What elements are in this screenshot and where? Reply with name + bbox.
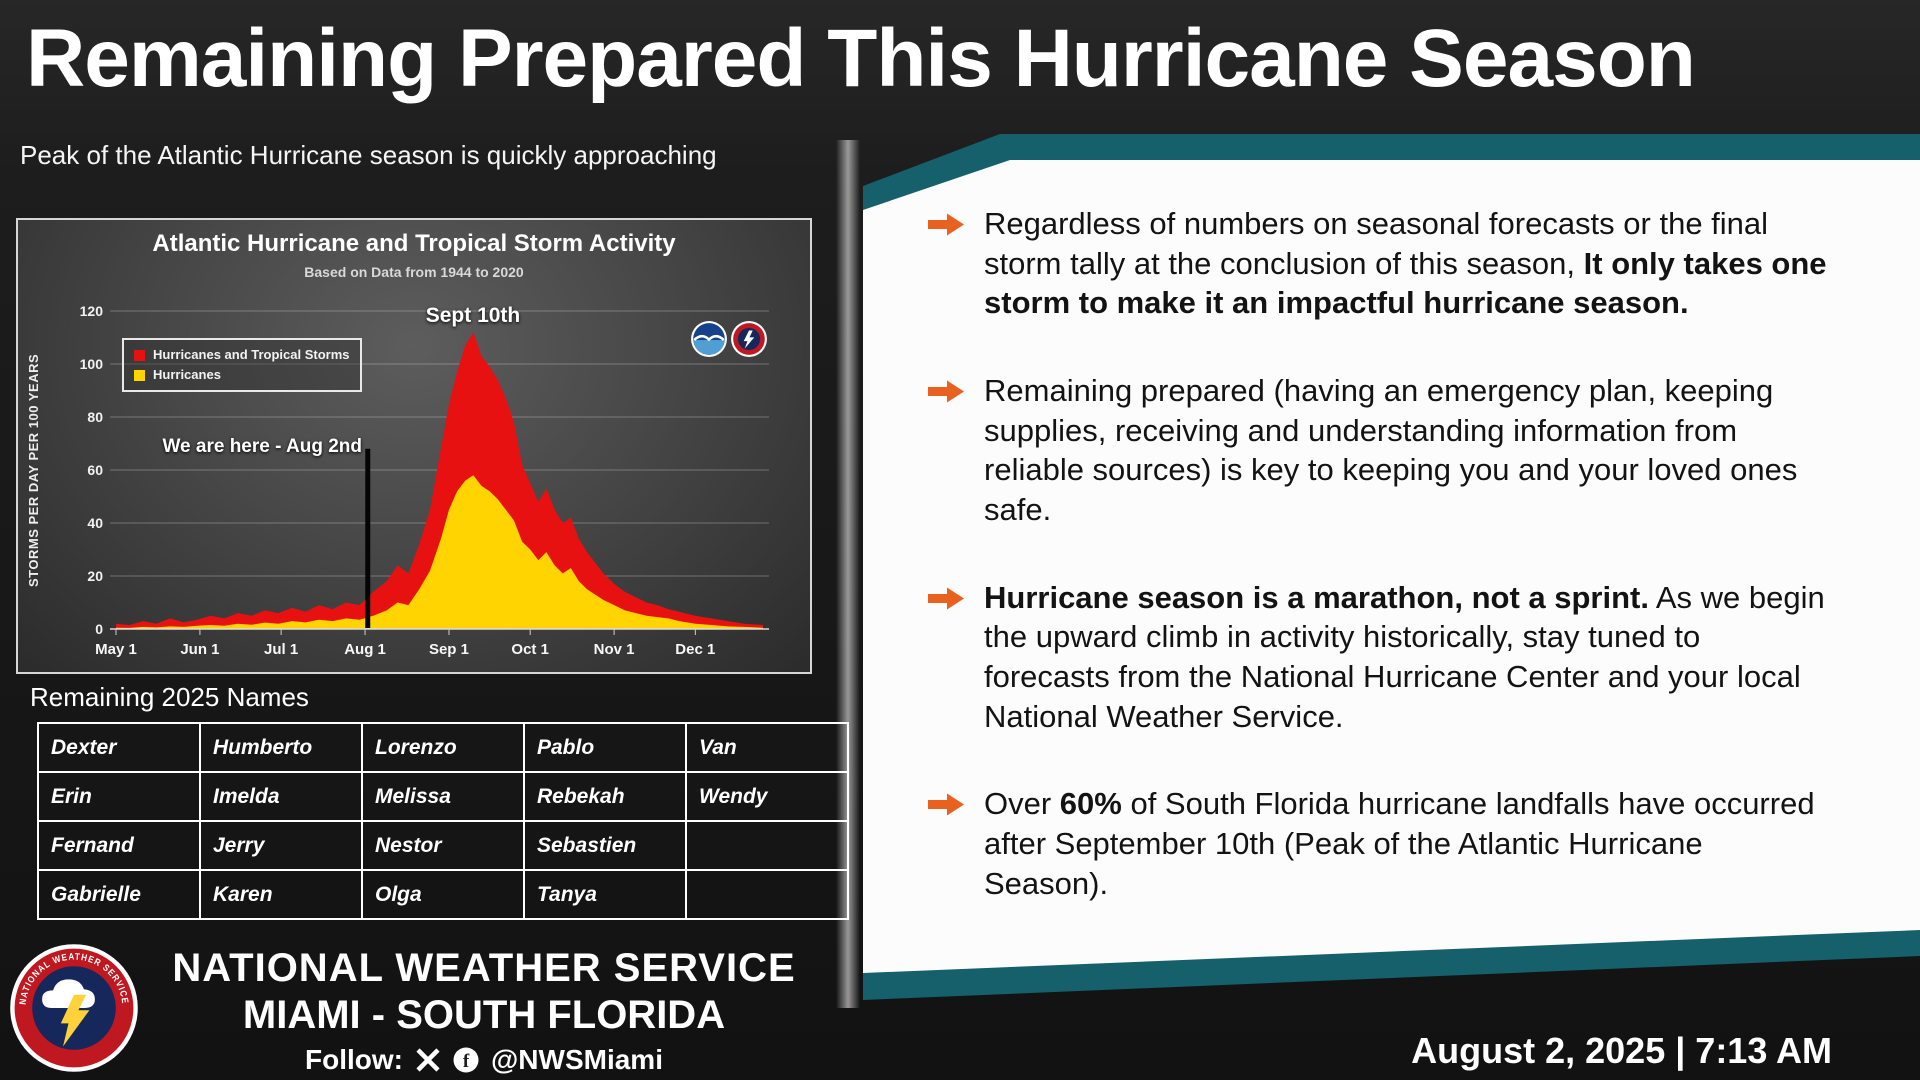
page-title: Remaining Prepared This Hurricane Season (26, 13, 1696, 104)
storm-name-cell: Jerry (199, 820, 363, 871)
activity-chart: 0 20 40 60 80 100 120 May 1 Jun 1 Jul 1 Aug 1 Sep 1… (80, 303, 769, 658)
svg-text:Oct 1: Oct 1 (511, 641, 549, 658)
svg-text:f: f (463, 1051, 470, 1072)
storm-name-cell: Imelda (199, 771, 363, 822)
svg-text:Jul 1: Jul 1 (264, 641, 298, 658)
nws-logo-icon (731, 321, 767, 357)
arrow-bullet-icon (928, 793, 964, 816)
storms-swatch-icon (134, 349, 145, 361)
social-handle: @NWSMiami (491, 1044, 663, 1075)
arrow-bullet-icon (928, 587, 964, 610)
svg-text:120: 120 (80, 303, 104, 319)
chart-subtitle: Based on Data from 1944 to 2020 (304, 264, 524, 280)
table-row: Fernand Jerry Nestor Sebastien (37, 820, 849, 871)
legend-item: Hurricanes and Tropical Storms (134, 345, 350, 365)
storm-name-cell (685, 869, 849, 920)
bullet-text: Over 60% of South Florida hurricane land… (984, 786, 1815, 901)
storm-name-cell: Sebastien (523, 820, 687, 871)
bullet-item: Remaining prepared (having an emergency … (928, 371, 1828, 530)
nws-logo: NATIONAL WEATHER SERVICE (10, 944, 138, 1072)
storm-name-cell: Erin (37, 771, 201, 822)
storm-name-cell: Van (685, 722, 849, 773)
storm-name-cell: Olga (361, 869, 525, 920)
bullet-item: Hurricane season is a marathon, not a sp… (928, 578, 1828, 737)
svg-text:Aug 1: Aug 1 (344, 641, 386, 658)
svg-text:May 1: May 1 (95, 641, 137, 658)
storm-name-cell: Dexter (37, 722, 201, 773)
svg-text:80: 80 (87, 409, 103, 425)
org-name: NATIONAL WEATHER SERVICE (172, 946, 796, 990)
storm-name-cell: Tanya (523, 869, 687, 920)
storm-name-cell: Rebekah (523, 771, 687, 822)
chart-legend: Hurricanes and Tropical Storms Hurricane… (122, 338, 362, 393)
bullet-text: Remaining prepared (having an emergency … (984, 373, 1798, 528)
legend-label: Hurricanes and Tropical Storms (153, 347, 350, 362)
legend-label: Hurricanes (153, 367, 221, 383)
storm-names-table: Dexter Humberto Lorenzo Pablo Van Erin Imelda M… (37, 722, 849, 920)
chart-title: Atlantic Hurricane and Tropical Storm Ac… (152, 230, 676, 257)
x-logo-icon (416, 1048, 440, 1072)
peak-annotation: Sept 10th (425, 304, 521, 327)
page-subtitle: Peak of the Atlantic Hurricane season is… (20, 140, 717, 170)
storm-name-cell: Fernand (37, 820, 201, 871)
svg-text:Nov 1: Nov 1 (594, 641, 635, 658)
table-row: Gabrielle Karen Olga Tanya (37, 869, 849, 920)
svg-text:60: 60 (87, 462, 103, 478)
storm-name-cell: Lorenzo (361, 722, 525, 773)
storm-name-cell: Karen (199, 869, 363, 920)
svg-text:20: 20 (87, 568, 103, 584)
bullet-list: Regardless of numbers on seasonal foreca… (928, 204, 1828, 903)
facebook-icon: f (453, 1047, 479, 1073)
svg-text:Dec 1: Dec 1 (675, 641, 715, 658)
footer-org-block: NATIONAL WEATHER SERVICE MIAMI - SOUTH F… (148, 946, 820, 1076)
bullet-text: Hurricane season is a marathon, not a sp… (984, 579, 1825, 734)
bullet-text: Regardless of numbers on seasonal foreca… (984, 206, 1827, 321)
bullet-item: Over 60% of South Florida hurricane land… (928, 784, 1828, 903)
table-row: Dexter Humberto Lorenzo Pablo Van (37, 722, 849, 773)
storm-name-cell: Nestor (361, 820, 525, 871)
follow-label: Follow: (305, 1044, 403, 1075)
storm-name-cell: Humberto (199, 722, 363, 773)
svg-text:40: 40 (87, 515, 103, 531)
hurricanes-swatch-icon (134, 369, 145, 381)
current-date-annotation: We are here - Aug 2nd (162, 436, 362, 457)
y-axis-label: STORMS PER DAY PER 100 YEARS (26, 353, 41, 587)
timestamp: August 2, 2025 | 7:13 AM (1411, 1030, 1832, 1071)
svg-text:0: 0 (95, 621, 103, 637)
noaa-logo-icon (691, 321, 727, 357)
storm-name-cell (685, 820, 849, 871)
storm-name-cell: Melissa (361, 771, 525, 822)
bullet-item: Regardless of numbers on seasonal foreca… (928, 204, 1828, 323)
table-row: Erin Imelda Melissa Rebekah Wendy (37, 771, 849, 822)
svg-text:Sep 1: Sep 1 (429, 641, 469, 658)
storm-name-cell: Gabrielle (37, 869, 201, 920)
storm-name-cell: Pablo (523, 722, 687, 773)
svg-text:100: 100 (80, 356, 104, 372)
arrow-bullet-icon (928, 213, 964, 236)
arrow-bullet-icon (928, 380, 964, 403)
chart-panel: 0 20 40 60 80 100 120 May 1 Jun 1 Jul 1 Aug 1 Sep 1… (16, 218, 812, 674)
office-name: MIAMI - SOUTH FLORIDA (242, 993, 726, 1037)
storm-name-cell: Wendy (685, 771, 849, 822)
names-heading: Remaining 2025 Names (30, 682, 309, 712)
svg-text:Jun 1: Jun 1 (180, 641, 219, 658)
legend-item: Hurricanes (134, 365, 350, 385)
social-row: Follow: f @NWSMiami (148, 1044, 820, 1076)
